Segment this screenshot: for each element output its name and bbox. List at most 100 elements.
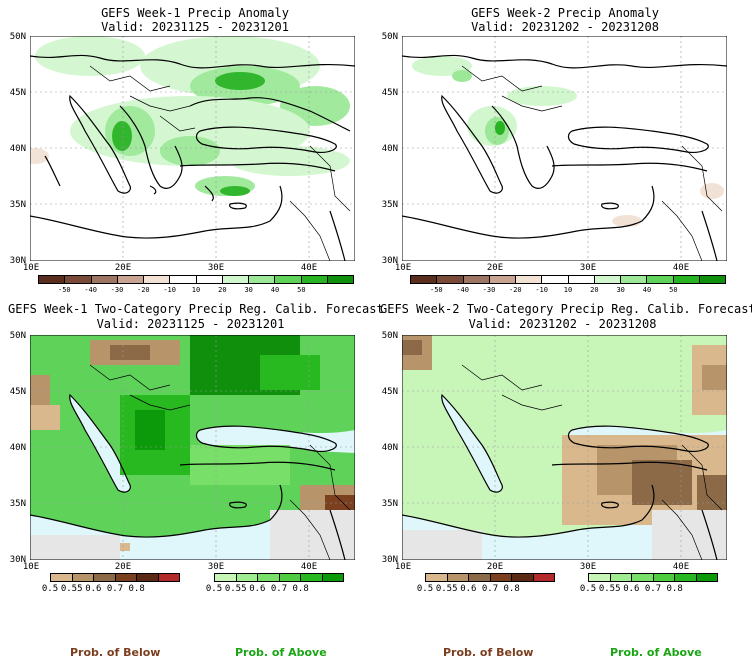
colorbar-swatch <box>91 276 118 283</box>
colorbar-swatch <box>589 574 611 581</box>
panel2-lat-35: 35N <box>381 200 398 210</box>
colorbar-tick-label: 0.8 <box>666 584 683 594</box>
panel4-above-colorbar <box>588 573 718 582</box>
colorbar-tick-label: 0.55 <box>435 584 458 594</box>
colorbar-tick-label: 40 <box>642 286 652 294</box>
colorbar-swatch <box>437 276 464 283</box>
colorbar-tick-label: -50 <box>430 286 443 294</box>
colorbar-swatch <box>137 574 159 581</box>
colorbar-swatch <box>469 574 491 581</box>
colorbar-swatch <box>39 276 66 283</box>
colorbar-tick-label: 0.6 <box>85 584 102 594</box>
colorbar-swatch <box>647 276 674 283</box>
colorbar-swatch <box>65 276 92 283</box>
colorbar-swatch <box>72 574 94 581</box>
colorbar-tick-label: 30 <box>244 286 253 294</box>
panel1-lat-30: 30N <box>9 256 26 266</box>
colorbar-swatch <box>610 574 632 581</box>
panel1-borders <box>89 65 351 261</box>
panel1-valid: Valid: 20231125 - 20231201 <box>101 20 289 34</box>
colorbar-swatch <box>568 276 595 283</box>
colorbar-tick-label: 50 <box>297 286 306 294</box>
colorbar-swatch <box>51 574 73 581</box>
panel1-anomaly-field <box>30 36 350 196</box>
panel2-title: GEFS Week-2 Precip Anomaly <box>471 6 659 20</box>
panel4-lat-35: 35N <box>381 499 398 509</box>
panel4-below-colorbar <box>425 573 555 582</box>
panel3-lon-10: 10E <box>22 562 40 572</box>
panel3-coastlines <box>30 393 346 560</box>
colorbar-tick-label: 0.7 <box>481 584 499 594</box>
panel4-lat-30: 30N <box>381 555 398 565</box>
colorbar-tick-label: 10 <box>191 286 201 294</box>
colorbar-swatch <box>675 574 697 581</box>
panel1-title: GEFS Week-1 Precip Anomaly <box>101 6 289 20</box>
panel4-below-caption: Prob. of Below <box>443 646 534 659</box>
colorbar-swatch <box>447 574 469 581</box>
colorbar-tick-label: -50 <box>58 286 71 294</box>
colorbar-tick-label: 0.7 <box>270 584 288 594</box>
colorbar-swatch <box>699 276 725 283</box>
colorbar-tick-label: 0.7 <box>106 584 124 594</box>
panel3-lat-45: 45N <box>9 387 26 397</box>
panel2-lat-45: 45N <box>381 88 398 98</box>
colorbar-swatch <box>236 574 258 581</box>
colorbar-swatch <box>170 276 197 283</box>
panel1-map <box>30 36 355 261</box>
panel4-map <box>402 335 727 560</box>
colorbar-tick-label: 0.5 <box>579 584 597 594</box>
panel3-valid: Valid: 20231125 - 20231201 <box>96 317 285 331</box>
colorbar-tick-label: 0.7 <box>644 584 662 594</box>
panel1-lon-20: 20E <box>114 263 132 273</box>
panel4-valid: Valid: 20231202 - 20231208 <box>468 317 657 331</box>
colorbar-tick-label: -10 <box>535 286 548 294</box>
panel4-title: GEFS Week-2 Two-Category Precip Reg. Cal… <box>380 302 752 316</box>
panel4-lon-20: 20E <box>486 562 504 572</box>
colorbar-swatch <box>533 574 554 581</box>
panel4-above-caption: Prob. of Above <box>610 646 702 659</box>
panel1-lat-35: 35N <box>9 200 26 210</box>
colorbar-swatch <box>279 574 301 581</box>
panel2-coastlines <box>402 54 727 261</box>
colorbar-swatch <box>158 574 179 581</box>
panel1-grid <box>30 36 355 261</box>
panel3-lat-35: 35N <box>9 499 26 509</box>
panel4-lat-45: 45N <box>381 387 398 397</box>
colorbar-tick-label: 0.6 <box>460 584 477 594</box>
colorbar-tick-label: -40 <box>84 286 97 294</box>
colorbar-swatch <box>94 574 116 581</box>
colorbar-tick-label: 10 <box>563 286 573 294</box>
colorbar-tick-label: 0.6 <box>623 584 640 594</box>
colorbar-swatch <box>322 574 343 581</box>
colorbar-tick-label: 40 <box>270 286 280 294</box>
panel2-lon-30: 30E <box>579 263 597 273</box>
colorbar-swatch <box>222 276 249 283</box>
panel2-lat-30: 30N <box>381 256 398 266</box>
panel2-lat-50: 50N <box>381 32 398 42</box>
panel1-lat-50: 50N <box>9 32 26 42</box>
colorbar-swatch <box>275 276 302 283</box>
colorbar-tick-label: 30 <box>616 286 625 294</box>
colorbar-swatch <box>516 276 543 283</box>
colorbar-swatch <box>489 276 516 283</box>
panel4-lon-40: 40E <box>672 562 690 572</box>
colorbar-swatch <box>542 276 569 283</box>
colorbar-swatch <box>673 276 700 283</box>
colorbar-swatch <box>115 574 137 581</box>
colorbar-tick-label: -10 <box>163 286 176 294</box>
colorbar-swatch <box>653 574 675 581</box>
panel1-colorbar <box>38 275 354 284</box>
panel2-map <box>402 36 727 261</box>
panel3-prob-field <box>30 335 355 560</box>
colorbar-swatch <box>196 276 223 283</box>
colorbar-swatch <box>215 574 237 581</box>
colorbar-tick-label: -40 <box>456 286 469 294</box>
colorbar-tick-label: 0.5 <box>416 584 434 594</box>
colorbar-tick-label: 20 <box>218 286 227 294</box>
colorbar-swatch <box>594 276 621 283</box>
colorbar-tick-label: 20 <box>590 286 599 294</box>
colorbar-tick-label: -30 <box>482 286 496 294</box>
colorbar-tick-label: 0.8 <box>128 584 145 594</box>
colorbar-swatch <box>258 574 280 581</box>
panel3-lat-30: 30N <box>9 555 26 565</box>
